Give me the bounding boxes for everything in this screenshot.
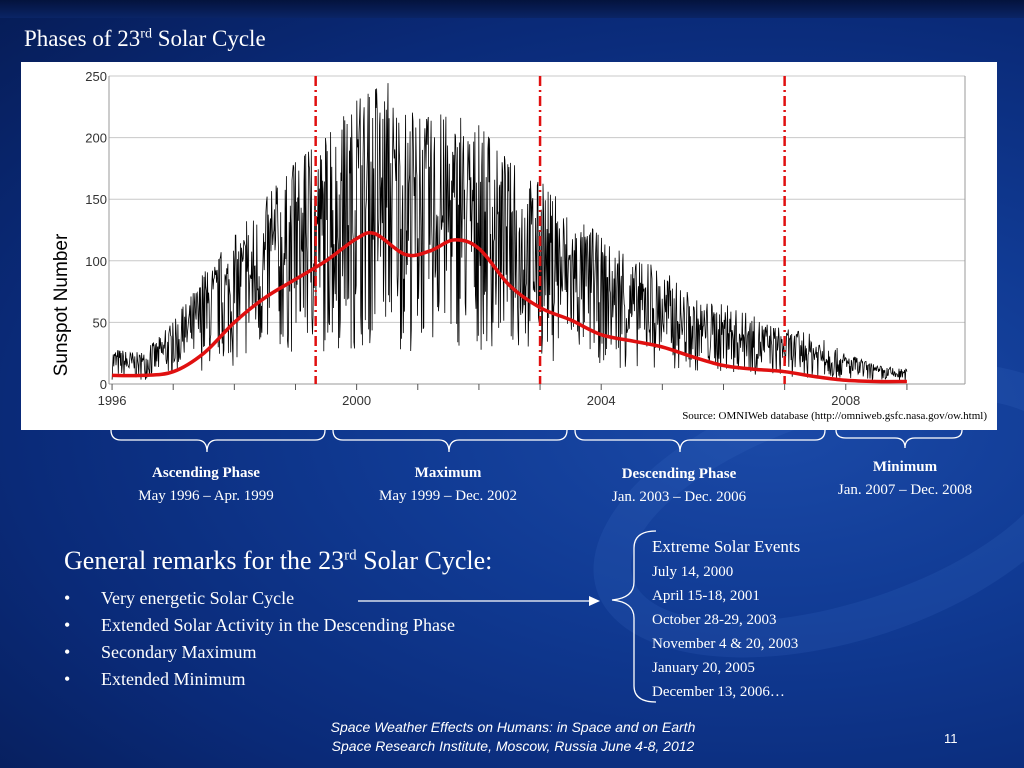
brace-ascending (110, 429, 326, 453)
remarks-list: • Very energetic Solar Cycle • Extended So… (64, 585, 455, 693)
phase-maximum-dates: May 1999 – Dec. 2002 (379, 488, 517, 504)
y-tick-label: 150 (85, 192, 107, 207)
bullet: • (64, 615, 71, 635)
event-item: January 20, 2005 (652, 660, 755, 676)
phase-descending-name: Descending Phase (621, 466, 737, 482)
page-number: 11 (944, 731, 958, 746)
extreme-events: Extreme Solar Events July 14, 2000 April… (652, 534, 800, 704)
brace-descending (574, 429, 826, 453)
phase-descending-dates: Jan. 2003 – Dec. 2006 (611, 489, 747, 505)
remarks-title-prefix: General remarks for the 23 (64, 546, 345, 575)
bullet: • (64, 669, 71, 689)
remark-text: Secondary Maximum (101, 642, 257, 662)
source-note: Source: OMNIWeb database (http://omniweb… (682, 410, 987, 422)
title-prefix: Phases of 23 (24, 26, 141, 51)
y-tick-label: 100 (85, 254, 107, 269)
x-tick-label: 1996 (98, 393, 127, 408)
event-item: December 13, 2006… (652, 684, 785, 700)
smoothed-sunspot-series (112, 230, 907, 384)
chart-panel: 0 50 100 150 200 250 1996 2000 2004 2008 Sunspot … (21, 62, 997, 430)
list-item: • Extended Solar Activity in the Descendi… (64, 612, 455, 639)
brace-minimum (835, 429, 963, 449)
phase-minimum: Minimum Jan. 2007 – Dec. 2008 (810, 456, 1000, 502)
remark-text: Extended Solar Activity in the Descendin… (101, 615, 455, 635)
footer: Space Weather Effects on Humans: in Spac… (0, 718, 1024, 756)
x-tick-label: 2008 (831, 393, 860, 408)
event-item: April 15-18, 2001 (652, 588, 760, 604)
phase-maximum-name: Maximum (414, 465, 482, 481)
slide-title: Phases of 23rd Solar Cycle (24, 26, 266, 52)
remarks-title: General remarks for the 23rd Solar Cycle… (64, 546, 492, 576)
x-tick-label: 2004 (587, 393, 616, 408)
daily-sunspot-series (111, 83, 908, 382)
event-item: July 14, 2000 (652, 564, 734, 580)
footer-line-2: Space Research Institute, Moscow, Russia… (331, 738, 695, 754)
remark-arrow-head (589, 596, 600, 606)
top-bar (0, 0, 1024, 18)
events-brace (611, 530, 657, 703)
x-tick-label: 2000 (342, 393, 371, 408)
phase-ascending-name: Ascending Phase (152, 465, 260, 481)
list-item: • Secondary Maximum (64, 639, 455, 666)
sunspot-chart: 0 50 100 150 200 250 1996 2000 2004 2008 (85, 69, 966, 408)
event-item: October 28-29, 2003 (652, 612, 777, 628)
phase-minimum-name: Minimum (872, 459, 938, 475)
title-suffix: Solar Cycle (151, 26, 266, 51)
bullet: • (64, 642, 71, 662)
y-tick-label: 50 (93, 315, 107, 330)
phase-minimum-dates: Jan. 2007 – Dec. 2008 (837, 482, 973, 498)
phase-descending: Descending Phase Jan. 2003 – Dec. 2006 (584, 463, 774, 509)
phase-ascending-dates: May 1996 – Apr. 1999 (138, 488, 274, 504)
phase-ascending: Ascending Phase May 1996 – Apr. 1999 (111, 462, 301, 508)
event-item: November 4 & 20, 2003 (652, 636, 799, 652)
list-item: • Extended Minimum (64, 666, 455, 693)
title-sup: rd (140, 26, 152, 42)
y-tick-label: 0 (100, 377, 107, 392)
brace-maximum (332, 429, 568, 453)
y-tick-label: 200 (85, 131, 107, 146)
y-tick-label: 250 (85, 69, 107, 84)
remarks-title-suffix: Solar Cycle: (356, 546, 493, 575)
remarks-title-sup: rd (344, 547, 357, 564)
phase-maximum: Maximum May 1999 – Dec. 2002 (353, 462, 543, 508)
remark-text: Very energetic Solar Cycle (101, 588, 295, 608)
list-item: • Very energetic Solar Cycle (64, 585, 455, 612)
remark-text: Extended Minimum (101, 669, 246, 689)
footer-line-1: Space Weather Effects on Humans: in Spac… (330, 719, 696, 735)
bullet: • (64, 588, 71, 608)
events-title: Extreme Solar Events (652, 537, 801, 556)
